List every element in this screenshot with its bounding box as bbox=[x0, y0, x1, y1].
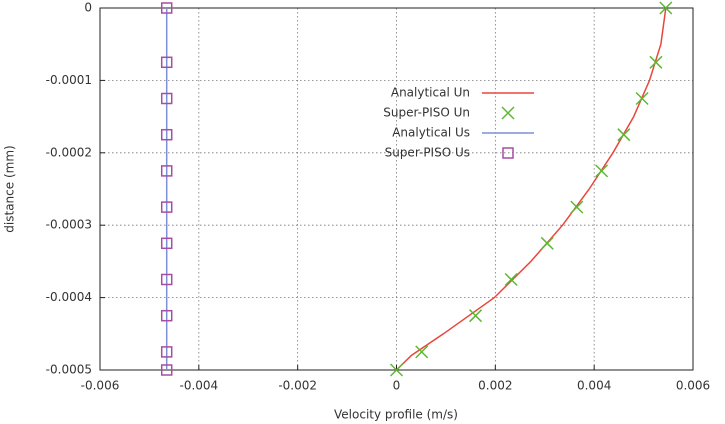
square-marker bbox=[160, 128, 173, 141]
square-marker bbox=[160, 237, 173, 250]
square-marker bbox=[160, 92, 173, 105]
x-tick-label: 0.006 bbox=[676, 379, 710, 393]
square-marker bbox=[160, 56, 173, 69]
x-marker bbox=[617, 128, 631, 142]
x-tick-label: 0.004 bbox=[577, 379, 611, 393]
y-axis-label: distance (mm) bbox=[3, 145, 17, 232]
x-tick-label: 0 bbox=[393, 379, 401, 393]
y-tick-label: -0.0003 bbox=[46, 218, 92, 232]
square-marker bbox=[160, 165, 173, 177]
y-tick-label: 0 bbox=[84, 1, 92, 15]
x-marker bbox=[504, 272, 518, 287]
y-tick-label: -0.0002 bbox=[46, 145, 92, 159]
square-marker bbox=[160, 364, 173, 376]
x-tick-label: -0.006 bbox=[81, 379, 120, 393]
legend-label: Super-PISO Us bbox=[385, 146, 470, 160]
x-tick-label: 0.002 bbox=[478, 379, 512, 393]
x-marker bbox=[501, 106, 515, 120]
square-marker bbox=[160, 309, 173, 322]
square-marker bbox=[502, 147, 514, 159]
x-marker bbox=[649, 55, 663, 69]
series-line bbox=[395, 7, 667, 371]
x-marker bbox=[540, 236, 554, 250]
square-marker bbox=[160, 201, 173, 213]
y-tick-label: -0.0001 bbox=[46, 73, 92, 87]
x-marker bbox=[659, 1, 673, 15]
legend-label: Super-PISO Un bbox=[383, 106, 470, 120]
legend-label: Analytical Us bbox=[392, 126, 470, 140]
x-tick-label: -0.004 bbox=[179, 379, 218, 393]
x-marker bbox=[389, 363, 404, 377]
y-tick-label: -0.0005 bbox=[46, 363, 92, 377]
y-tick-label: -0.0004 bbox=[46, 290, 92, 304]
square-marker bbox=[160, 2, 173, 14]
x-marker bbox=[635, 91, 649, 106]
square-marker bbox=[160, 346, 173, 358]
x-tick-label: -0.002 bbox=[278, 379, 317, 393]
x-marker bbox=[469, 309, 483, 323]
square-marker bbox=[160, 273, 173, 286]
x-marker bbox=[595, 164, 609, 178]
x-marker bbox=[415, 345, 429, 359]
x-marker bbox=[570, 200, 584, 214]
legend-label: Analytical Un bbox=[391, 86, 470, 100]
x-axis-label: Velocity profile (m/s) bbox=[334, 408, 458, 422]
